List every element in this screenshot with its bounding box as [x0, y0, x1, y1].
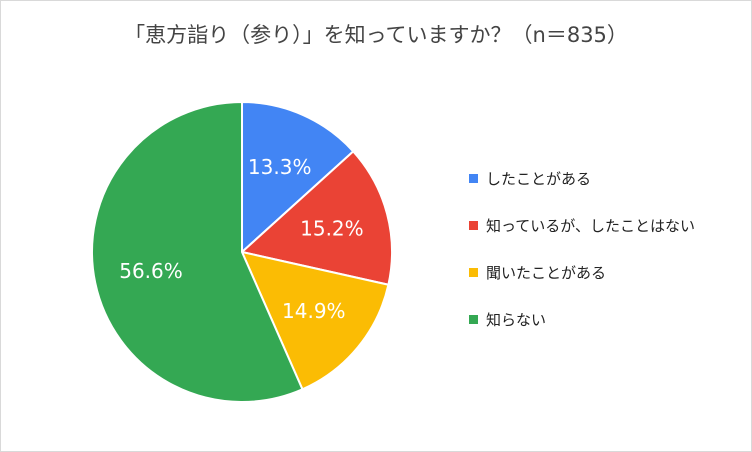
pie-slice-do-not-know — [91, 101, 304, 403]
legend-item-heard-of: 聞いたことがある — [469, 261, 695, 283]
legend-item-know-not-done: 知っているが、したことはない — [469, 214, 695, 236]
chart-title: 「恵方詣り（参り）」を知っていますか？（n＝835） — [124, 23, 628, 47]
data-label-do-not-know: 56.6% — [119, 259, 183, 283]
pie-slice-know-not-done — [241, 150, 393, 286]
legend-swatch — [469, 267, 478, 277]
pie-slice-have-done — [241, 101, 355, 253]
data-label-heard-of: 14.9% — [282, 299, 346, 323]
legend-swatch — [469, 314, 478, 324]
data-label-have-done: 13.3% — [248, 155, 312, 179]
pie-data-labels: 13.3% 15.2% 14.9% 56.6% — [119, 155, 363, 323]
legend-swatch — [469, 220, 478, 230]
legend-item-have-done: したことがある — [469, 167, 695, 189]
chart-legend: したことがある知っているが、したことはない 聞いたことがある 知らない — [469, 167, 695, 355]
legend-label: 知らない — [486, 310, 547, 329]
pie-slice-heard-of — [241, 251, 390, 391]
legend-label: 聞いたことがある — [486, 263, 607, 282]
legend-item-do-not-know: 知らない — [469, 308, 695, 330]
legend-swatch — [469, 173, 478, 183]
pie-slices — [91, 101, 393, 403]
legend-label: したことがある — [486, 169, 592, 188]
data-label-know-not-done: 15.2% — [300, 216, 364, 240]
legend-label: 知っているが、したことはない — [486, 216, 695, 235]
